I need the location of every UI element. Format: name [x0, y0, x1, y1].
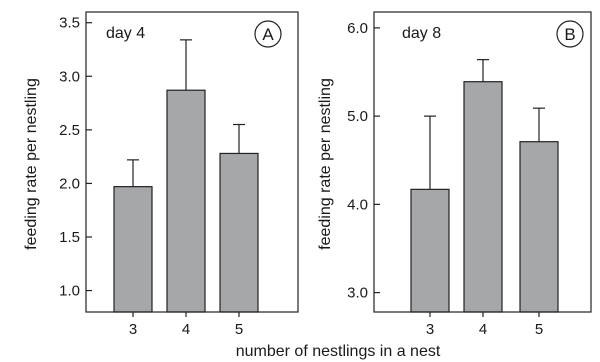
panel-a-ylabel: feeding rate per nestling [23, 78, 40, 250]
shared-xlabel: number of nestlings in a nest [236, 343, 441, 360]
panel-a: feeding rate per nestling 1.0 1.5 2.0 2.5 3.… [23, 11, 299, 338]
panel-a-y-axis: 1.0 1.5 2.0 2.5 3.0 3.5 [59, 15, 92, 300]
panel-a-x-tick-label-4: 4 [182, 321, 190, 338]
panel-a-x-tick-label-3: 3 [129, 321, 137, 338]
panel-b-title: day 8 [402, 25, 441, 42]
panel-a-letter: A [262, 25, 274, 44]
panel-b-x-axis: 3 4 5 [426, 312, 543, 338]
panel-a-y-tick-label-1.5: 1.5 [59, 229, 80, 246]
panel-b-letter: B [564, 25, 575, 44]
panel-a-y-tick-label-1.0: 1.0 [59, 283, 80, 300]
panel-b-error-bars [424, 59, 545, 190]
panel-b-y-axis: 3.0 4.0 5.0 6.0 [347, 20, 380, 302]
panel-b-bars [410, 81, 559, 313]
panel-b-x-tick-label-4: 4 [479, 321, 487, 338]
panel-b-ylabel: feeding rate per nestling [317, 78, 334, 250]
panel-b: feeding rate per nestling 3.0 4.0 5.0 6.0 3… [317, 11, 592, 338]
panel-b-x-tick-label-5: 5 [535, 321, 543, 338]
panel-a-bar-5 [219, 152, 259, 313]
panel-a-y-tick-label-3.5: 3.5 [59, 15, 80, 32]
panel-b-x-tick-label-3: 3 [426, 321, 434, 338]
panel-a-frame [85, 11, 299, 313]
panel-a-letter-circle [254, 20, 282, 48]
panel-a-error-bars [127, 39, 245, 187]
panel-b-letter-circle [556, 20, 584, 48]
panel-b-y-tick-label-6.0: 6.0 [347, 20, 368, 37]
panel-a-x-axis: 3 4 5 [129, 312, 243, 338]
panel-a-bars [113, 89, 259, 313]
panel-b-bar-3 [410, 188, 450, 313]
panel-a-bar-3 [113, 186, 153, 313]
panel-b-bar-5 [519, 141, 559, 313]
panel-b-frame [373, 11, 592, 313]
panel-a-title: day 4 [106, 25, 145, 42]
panel-a-bar-4 [166, 89, 206, 313]
panel-a-y-tick-label-2.0: 2.0 [59, 175, 80, 192]
panel-a-x-tick-label-5: 5 [235, 321, 243, 338]
panel-b-bar-4 [463, 81, 503, 313]
panel-a-y-tick-label-3.0: 3.0 [59, 68, 80, 85]
panel-b-y-tick-label-4.0: 4.0 [347, 196, 368, 213]
panel-b-y-tick-label-5.0: 5.0 [347, 108, 368, 125]
panel-a-y-tick-label-2.5: 2.5 [59, 122, 80, 139]
panel-b-y-tick-label-3.0: 3.0 [347, 285, 368, 302]
